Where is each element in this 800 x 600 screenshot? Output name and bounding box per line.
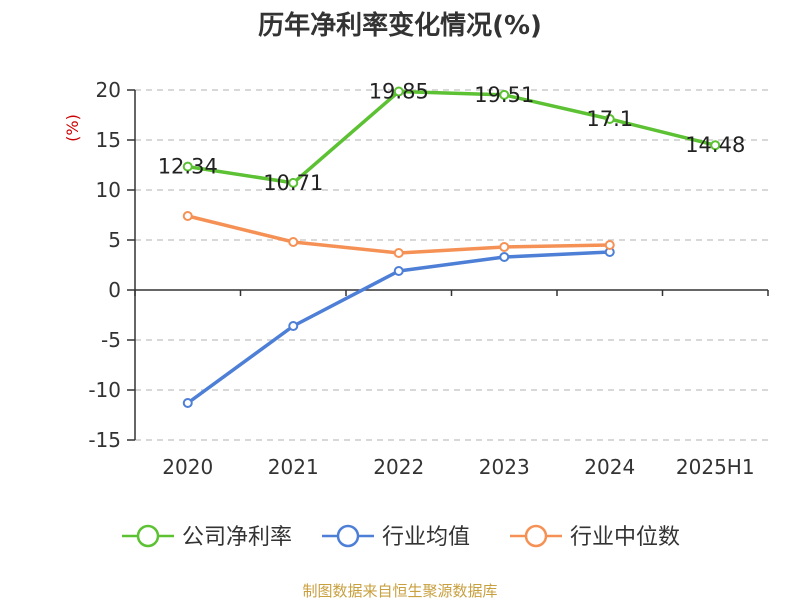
data-label: 12.34 — [158, 155, 218, 179]
data-point — [182, 398, 193, 408]
data-point — [604, 240, 615, 250]
y-tick-label: 20 — [96, 78, 121, 102]
data-point — [604, 114, 615, 124]
data-point — [710, 140, 721, 151]
series-line — [186, 89, 718, 185]
data-point — [499, 242, 510, 252]
data-label-layer: 12.34 10.71 19.85 19.51 17.1 14.48 — [158, 80, 746, 195]
x-tick-label: 2025H1 — [676, 455, 755, 479]
data-label: 19.85 — [369, 80, 429, 104]
series-layer — [182, 86, 721, 408]
y-tick-label: 5 — [108, 228, 121, 252]
y-tick-label: -15 — [88, 428, 121, 452]
data-point — [288, 177, 299, 188]
x-tick-label: 2024 — [584, 455, 635, 479]
x-tick-label: 2023 — [479, 455, 530, 479]
y-tick-label: 15 — [96, 128, 121, 152]
data-label: 19.51 — [474, 83, 534, 107]
data-point — [499, 252, 510, 262]
y-tick-label: 0 — [108, 278, 121, 302]
source-note: 制图数据来自恒生聚源数据库 — [302, 582, 497, 600]
chart-title: 历年净利率变化情况(%) — [258, 10, 542, 41]
legend-swatch-marker — [136, 524, 160, 548]
x-tick-label: 2020 — [162, 455, 213, 479]
data-point — [393, 248, 404, 258]
series-line — [186, 214, 612, 255]
axis-layer: 20 15 10 5 0 -5 -10 -15 2020 2021 2022 2023 2024 2025… — [88, 78, 769, 479]
x-tick-label: 2022 — [373, 455, 424, 479]
data-point — [182, 211, 193, 221]
data-point — [288, 237, 299, 247]
legend-label: 公司净利率 — [182, 525, 292, 550]
data-label: 17.1 — [586, 107, 633, 131]
x-tick-label: 2021 — [268, 455, 319, 479]
legend-swatch-marker — [524, 524, 548, 548]
data-point — [288, 321, 299, 331]
data-label: 14.48 — [685, 133, 745, 157]
data-point — [182, 161, 193, 172]
data-point — [499, 89, 510, 100]
data-point — [393, 266, 404, 276]
data-point — [393, 86, 404, 97]
y-axis-unit: (%) — [63, 114, 82, 142]
y-tick-label: -10 — [88, 378, 121, 402]
data-label: 10.71 — [263, 171, 323, 195]
y-tick-label: 10 — [96, 178, 121, 202]
legend: 公司净利率 行业均值 行业中位数 — [122, 524, 680, 550]
y-tick-label: -5 — [101, 328, 121, 352]
legend-label: 行业均值 — [382, 525, 470, 550]
legend-swatch-marker — [336, 524, 360, 548]
legend-label: 行业中位数 — [570, 525, 680, 550]
